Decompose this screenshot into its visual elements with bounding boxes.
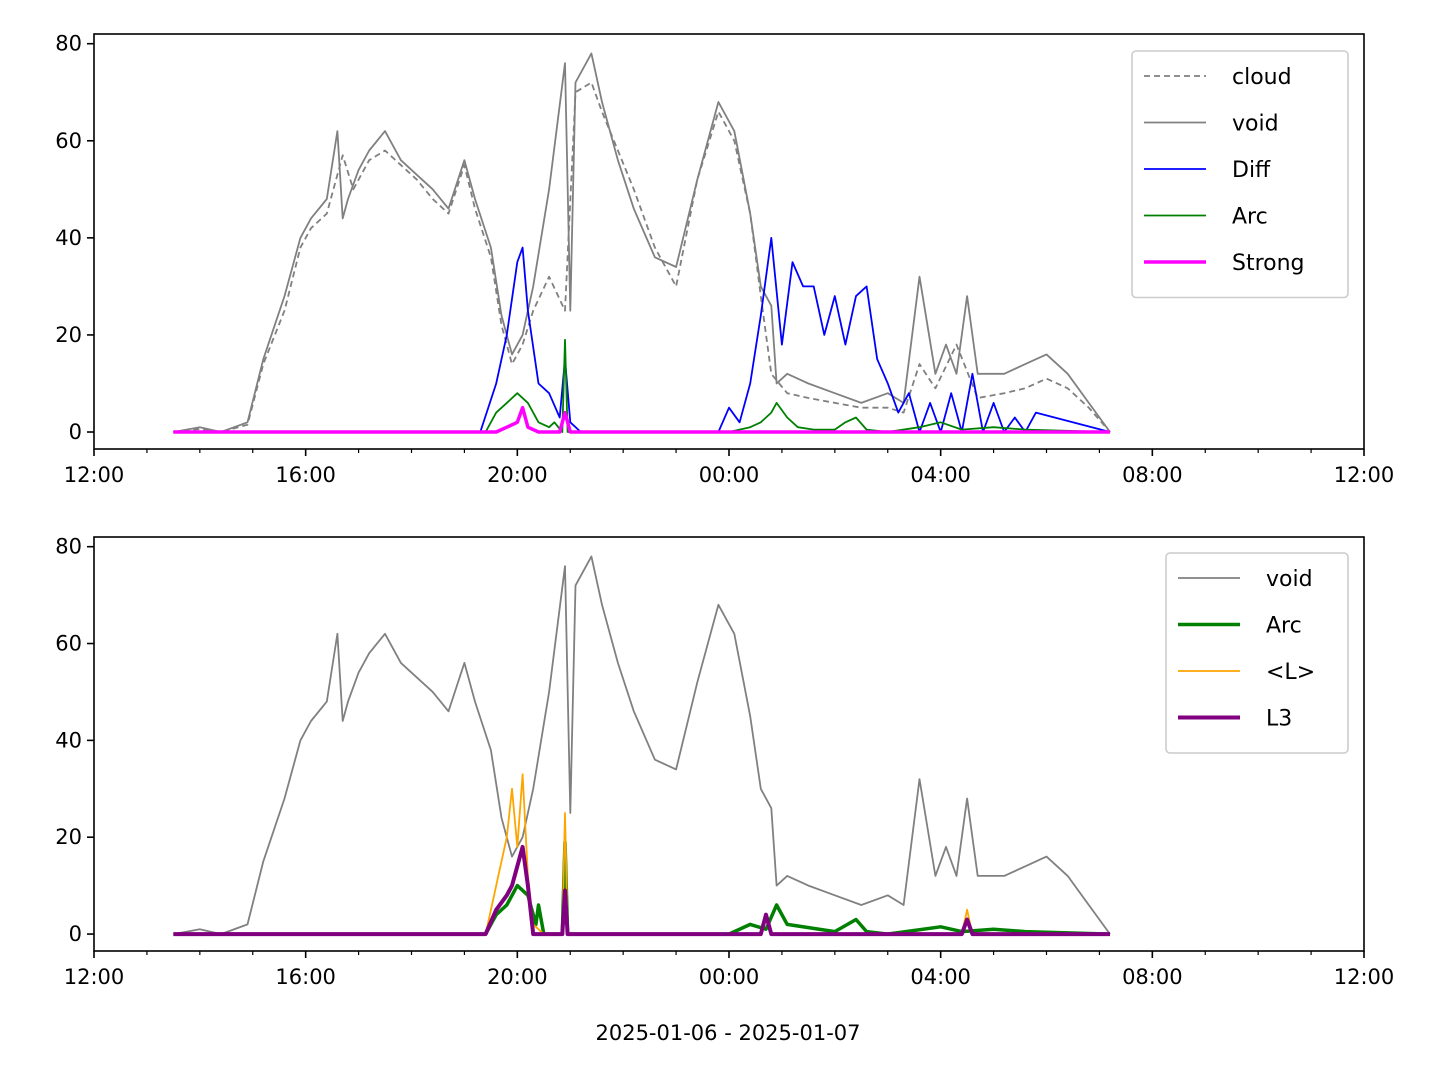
legend-label: void [1232,112,1279,137]
legend-label: Arc [1266,614,1302,639]
series-line-arc [173,338,1111,433]
x-tick-label: 12:00 [64,463,125,487]
legend: cloud void Diff Arc Strong [1131,50,1349,299]
x-tick-label: 16:00 [275,965,336,989]
y-tick-label: 80 [55,535,82,559]
series-line-void [173,52,1111,433]
legend: void Arc <L> L3 [1165,552,1349,754]
legend-label: <L> [1266,660,1315,685]
x-tick-label: 20:00 [487,965,548,989]
x-tick-label: 00:00 [699,965,760,989]
legend-label: Arc [1232,205,1268,230]
x-tick-label: 04:00 [910,463,971,487]
series-line-diff [173,236,1111,433]
series-line-arc [173,840,1111,936]
y-tick-label: 60 [55,632,82,656]
series-line-cloud [173,81,1111,433]
x-tick-label: 08:00 [1122,463,1183,487]
y-tick-label: 60 [55,129,82,153]
y-tick-label: 40 [55,226,82,250]
legend-label: L3 [1266,707,1292,732]
x-tick-label: 04:00 [910,965,971,989]
top-chart: 0 20 40 60 80 12:00 16:00 20:00 00:00 04:00 08:00 1… [55,32,1394,487]
series-line-l3 [173,844,1110,937]
legend-box [1131,50,1349,299]
x-tick-label: 20:00 [487,463,548,487]
y-tick-label: 0 [69,922,82,946]
x-axis-label: 2025-01-06 - 2025-01-07 [595,1021,860,1045]
series-line-strong [173,405,1110,434]
legend-box [1165,552,1349,754]
y-tick-label: 0 [69,420,82,444]
x-tick-label: 12:00 [1334,463,1395,487]
y-tick-label: 20 [55,323,82,347]
series-line-void [173,555,1111,935]
y-tick-label: 40 [55,728,82,752]
x-tick-label: 16:00 [275,463,336,487]
y-tick-label: 80 [55,32,82,56]
x-tick-label: 12:00 [1334,965,1395,989]
x-tick-label: 00:00 [699,463,760,487]
x-tick-label: 08:00 [1122,965,1183,989]
legend-label: cloud [1232,65,1292,90]
legend-label: Diff [1232,158,1271,183]
x-tick-label: 12:00 [64,965,125,989]
bottom-chart: 0 20 40 60 80 12:00 16:00 20:00 00:00 04:00 08:00 1… [55,535,1394,989]
legend-label: void [1266,567,1313,592]
series-line-l [173,773,1110,935]
y-tick-label: 20 [55,825,82,849]
legend-label: Strong [1232,251,1305,276]
